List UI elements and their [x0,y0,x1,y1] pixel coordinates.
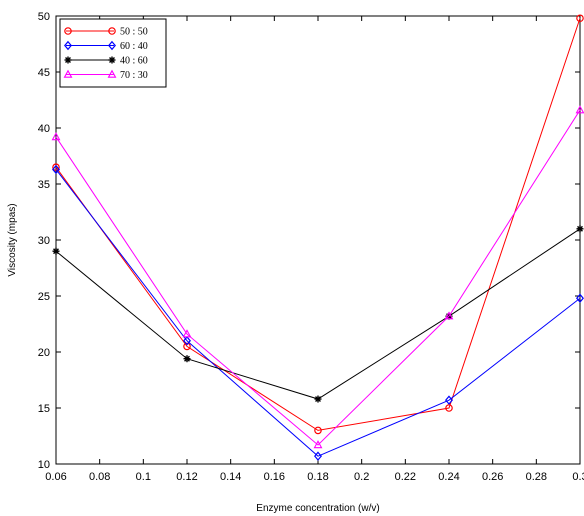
x-tick-label: 0.3 [572,471,584,483]
data-point [576,293,584,303]
series-1 [52,14,584,435]
legend-label: 40 : 60 [120,56,148,67]
y-tick-label: 20 [38,347,50,359]
legend-marker [63,69,73,78]
legend-label: 60 : 40 [120,41,148,52]
x-tick-label: 0.22 [395,471,416,483]
plot-area [55,15,581,465]
asterisk-stroke [109,57,115,63]
asterisk-stroke [184,355,190,362]
data-point [313,440,323,449]
data-point [445,395,453,405]
y-tick-label: 35 [38,179,50,191]
x-tick-label: 0.18 [307,471,328,483]
series-4 [51,105,584,449]
y-tick-label: 15 [38,403,50,415]
legend-marker [107,69,117,78]
legend-marker [64,40,72,51]
x-tick-label: 0.2 [354,471,369,483]
data-point [575,105,584,114]
series-2 [52,164,584,461]
x-tick-label: 0.26 [482,471,503,483]
data-point [52,247,60,255]
y-axis-label: Viscosity (mpas) [7,203,18,276]
y-tick-label: 40 [38,123,50,135]
data-point [183,336,191,346]
y-tick-label: 10 [38,459,50,471]
legend-entry: 40 : 60 [64,56,148,67]
legend-label: 50 : 50 [120,27,148,38]
asterisk-stroke [53,248,59,255]
legend-marker [108,27,116,35]
plot-frame [55,15,581,465]
legend-marker [64,56,72,64]
data-point [183,342,191,351]
data-point [314,395,322,403]
data-point [576,14,584,23]
x-tick-label: 0.28 [526,471,547,483]
data-point [52,163,60,172]
data-point [51,132,61,141]
x-tick-label: 0.1 [136,471,151,483]
x-tick-label: 0.06 [45,471,66,483]
x-tick-label: 0.14 [220,471,241,483]
series-line [55,18,581,431]
x-axis-ticks: 0.06 0.08 0.1 0.12 0.14 0.16 0.18 0.2 0.22 0.24 0.… [45,16,584,483]
data-point [576,225,584,233]
data-point [444,311,454,320]
legend-marker [108,56,116,64]
asterisk-stroke [577,225,583,232]
data-point [314,451,322,461]
data-point [52,164,60,175]
asterisk-stroke [315,396,321,403]
legend: 50 : 50 60 : 40 40 : 60 70 : 30 [59,18,167,88]
x-tick-label: 0.08 [89,471,110,483]
x-tick-label: 0.24 [438,471,459,483]
legend-marker [108,40,116,51]
series-layer [51,14,584,461]
data-point [182,329,192,338]
legend-entry: 50 : 50 [64,27,148,38]
y-axis-ticks: 10 15 20 25 30 35 40 45 50 [38,11,580,471]
x-tick-label: 0.12 [176,471,197,483]
legend-marker [64,27,72,35]
y-tick-label: 25 [38,291,50,303]
data-point [314,426,322,435]
legend-entry: 60 : 40 [64,40,148,52]
legend-entry: 70 : 30 [63,69,148,81]
y-tick-label: 30 [38,235,50,247]
y-tick-label: 45 [38,67,50,79]
x-axis-label: Enzyme concentration (w/v) [256,503,379,514]
legend-box [59,18,167,88]
asterisk-stroke [65,57,71,63]
series-line [55,109,581,446]
data-point [183,355,191,363]
x-tick-label: 0.16 [264,471,285,483]
y-tick-label: 50 [38,11,50,23]
legend-label: 70 : 30 [120,70,148,81]
series-line [55,169,581,457]
